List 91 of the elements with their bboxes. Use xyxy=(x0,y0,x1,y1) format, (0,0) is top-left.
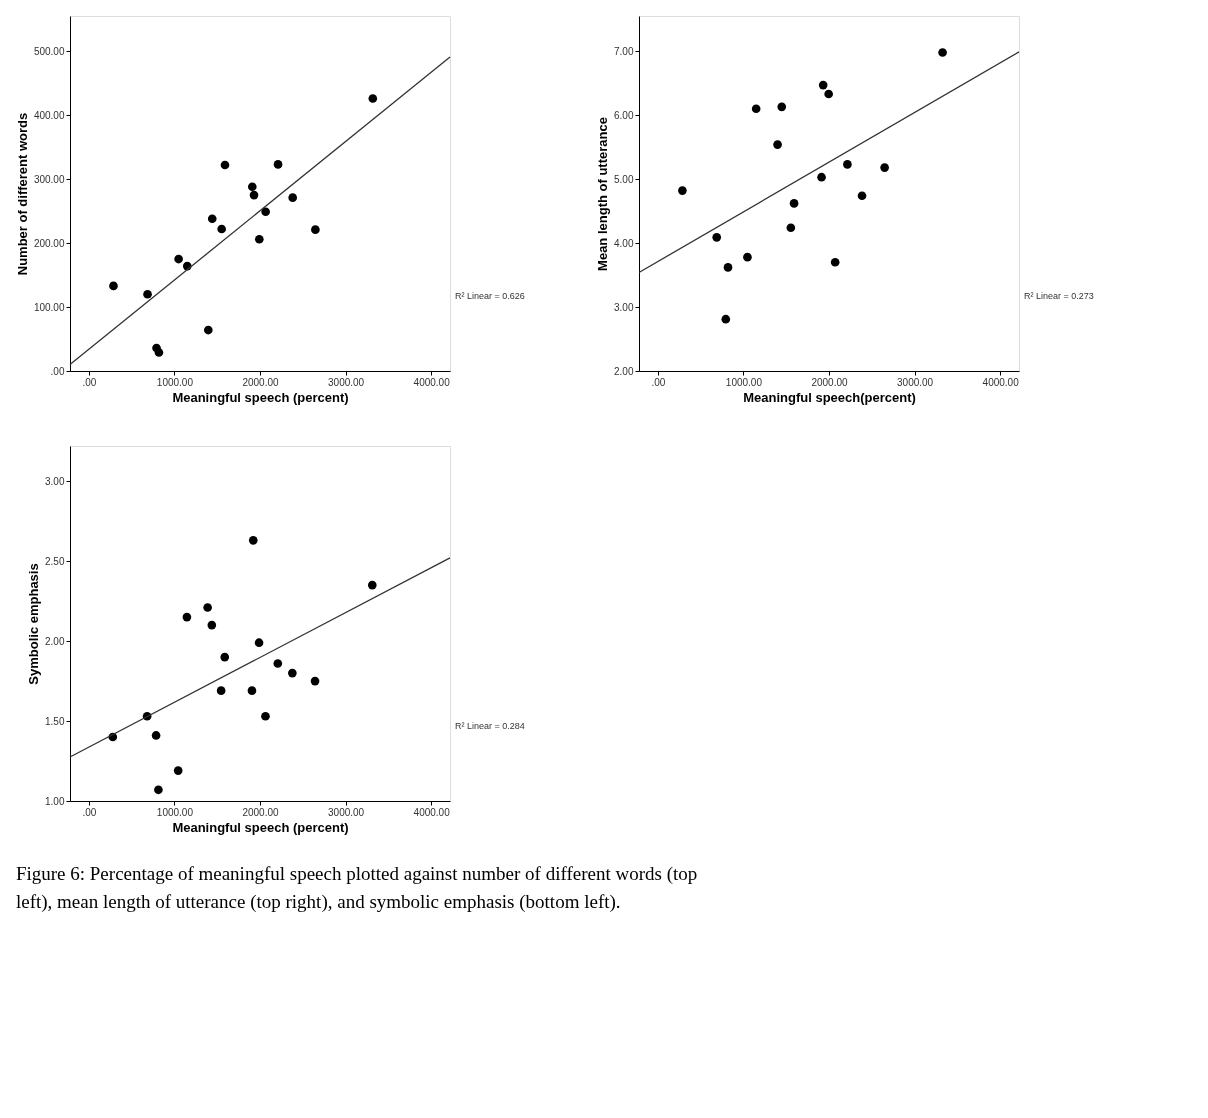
point xyxy=(173,766,183,775)
point xyxy=(174,254,183,264)
y-tick-label: 100.00 xyxy=(33,301,65,313)
point xyxy=(721,314,731,324)
y-tick-label: 500.00 xyxy=(33,45,65,57)
point xyxy=(154,785,163,795)
point xyxy=(216,686,226,695)
point xyxy=(843,160,852,169)
point xyxy=(818,80,828,90)
point xyxy=(938,48,947,57)
y-axis-title: Mean length of utterance xyxy=(595,117,611,271)
x-tick-label: 3000.00 xyxy=(328,806,365,818)
point xyxy=(248,536,258,545)
point xyxy=(678,186,687,195)
x-tick-label: 3000.00 xyxy=(328,376,365,388)
x-axis-title: Meaningful speech (percent) xyxy=(172,819,349,835)
point xyxy=(786,223,796,233)
point xyxy=(249,190,259,200)
point xyxy=(817,172,826,182)
point xyxy=(203,325,213,335)
point xyxy=(880,163,889,172)
point xyxy=(247,182,257,192)
y-tick-label: 5.00 xyxy=(614,173,634,185)
y-tick-label: 2.00 xyxy=(614,365,634,377)
y-tick-label: 3.00 xyxy=(614,301,634,313)
point xyxy=(824,89,833,99)
x-tick-label: 4000.00 xyxy=(413,806,451,818)
x-tick-label: 1000.00 xyxy=(725,376,763,388)
point xyxy=(310,676,320,686)
point xyxy=(154,348,164,357)
x-tick-label: .00 xyxy=(82,376,97,388)
point xyxy=(367,580,377,590)
text: R² Linear = 0.273 xyxy=(1024,291,1094,302)
y-tick-label: 1.00 xyxy=(45,795,65,807)
point xyxy=(247,686,257,695)
x-tick-label: .00 xyxy=(651,376,666,388)
x-tick-label: 2000.00 xyxy=(242,376,280,388)
point xyxy=(109,281,118,291)
point xyxy=(288,193,298,202)
y-tick-label: 2.00 xyxy=(45,635,65,647)
point xyxy=(743,252,752,262)
point xyxy=(273,160,283,169)
point xyxy=(261,711,270,721)
y-tick-label: 3.00 xyxy=(45,475,65,487)
y-axis-title: Symbolic emphasis xyxy=(26,563,42,685)
x-axis-title: Meaningful speech(percent) xyxy=(743,389,916,405)
point xyxy=(751,104,761,114)
point xyxy=(777,102,787,112)
text: R² Linear = 0.284 xyxy=(455,721,525,732)
point xyxy=(857,191,867,201)
point xyxy=(254,234,264,244)
point xyxy=(789,199,799,208)
x-tick-label: 4000.00 xyxy=(413,376,451,388)
y-tick-label: 2.50 xyxy=(45,555,65,567)
point xyxy=(368,94,378,103)
x-tick-label: 3000.00 xyxy=(897,376,934,388)
point xyxy=(207,214,217,224)
x-tick-label: 2000.00 xyxy=(811,376,849,388)
caption: Figure 6: Percentage of meaningful speech plotted against number of different words (top left), mean length of utterance (top right), and symbolic emphasis (bottom left). xyxy=(15,862,698,913)
y-tick-label: 4.00 xyxy=(614,237,634,249)
y-tick-label: .00 xyxy=(50,365,65,377)
point xyxy=(261,207,270,217)
point xyxy=(288,668,297,678)
y-tick-label: 300.00 xyxy=(33,173,65,185)
y-tick-label: 400.00 xyxy=(33,109,65,121)
point xyxy=(311,225,320,234)
point xyxy=(220,652,230,662)
y-tick-label: 1.50 xyxy=(45,715,65,727)
x-tick-label: 1000.00 xyxy=(156,806,194,818)
x-axis-title: Meaningful speech (percent) xyxy=(172,389,349,405)
y-axis-title: Number of different words xyxy=(14,112,30,276)
point xyxy=(254,638,264,648)
y-tick-label: 6.00 xyxy=(614,109,634,121)
point xyxy=(207,620,217,630)
y-tick-label: 7.00 xyxy=(614,45,634,57)
point xyxy=(273,659,283,668)
point xyxy=(773,140,782,149)
x-tick-label: 2000.00 xyxy=(242,806,280,818)
x-tick-label: .00 xyxy=(82,806,97,818)
x-tick-label: 4000.00 xyxy=(982,376,1020,388)
point xyxy=(151,731,161,740)
point xyxy=(830,257,840,267)
point xyxy=(723,263,733,272)
point xyxy=(203,603,212,612)
point xyxy=(712,232,722,242)
point xyxy=(182,612,192,622)
text: R² Linear = 0.626 xyxy=(455,291,525,302)
point xyxy=(217,224,226,234)
y-tick-label: 200.00 xyxy=(33,237,65,249)
x-tick-label: 1000.00 xyxy=(156,376,194,388)
point xyxy=(143,289,152,299)
